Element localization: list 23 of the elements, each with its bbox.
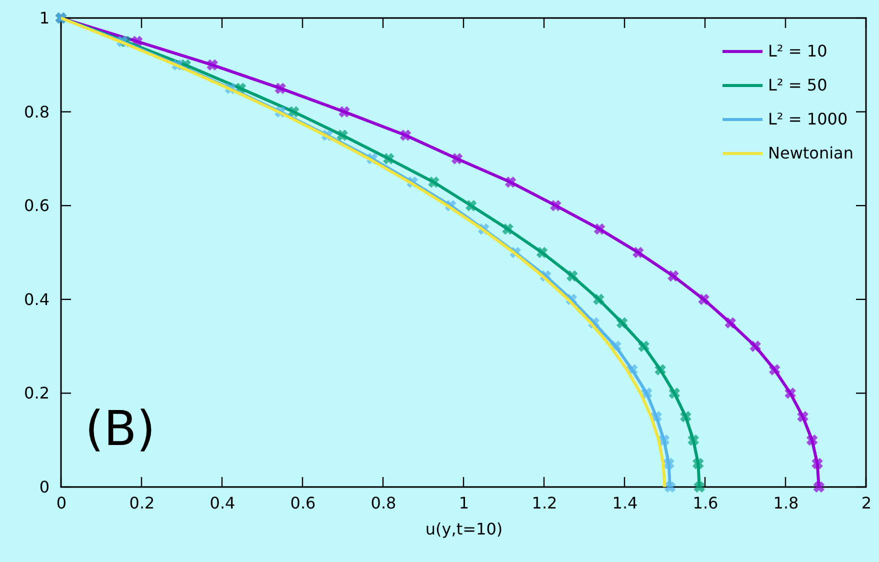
x-tick-label: 0.2 bbox=[129, 494, 155, 512]
y-tick-label: 0.6 bbox=[24, 196, 50, 216]
x-tick-label: 0.4 bbox=[210, 494, 236, 512]
legend-label: L² = 10 bbox=[768, 42, 828, 60]
x-tick-label: 1.6 bbox=[692, 494, 718, 512]
y-tick-label: 0 bbox=[39, 478, 50, 496]
x-axis-title: u(y,t=10) bbox=[425, 520, 503, 538]
y-tick-label: 1 bbox=[39, 8, 50, 28]
x-tick-label: 0.8 bbox=[370, 494, 396, 512]
annotation: (B) bbox=[85, 401, 156, 457]
y-tick-label: 0.8 bbox=[24, 102, 50, 122]
legend-label: Newtonian bbox=[768, 144, 854, 162]
x-tick-label: 1.2 bbox=[532, 494, 558, 512]
x-tick-label: 0 bbox=[56, 494, 67, 512]
x-tick-label: 1.8 bbox=[773, 494, 799, 512]
legend-label: L² = 50 bbox=[768, 76, 828, 94]
y-tick-label: 0.2 bbox=[24, 384, 50, 403]
x-tick-label: 1.4 bbox=[612, 494, 638, 512]
legend-label: L² = 1000 bbox=[768, 110, 848, 128]
y-tick-label: 0.4 bbox=[24, 290, 50, 309]
x-tick-label: 1 bbox=[458, 494, 470, 512]
x-tick-label: 2 bbox=[861, 494, 872, 512]
x-tick-label: 0.6 bbox=[290, 494, 316, 512]
